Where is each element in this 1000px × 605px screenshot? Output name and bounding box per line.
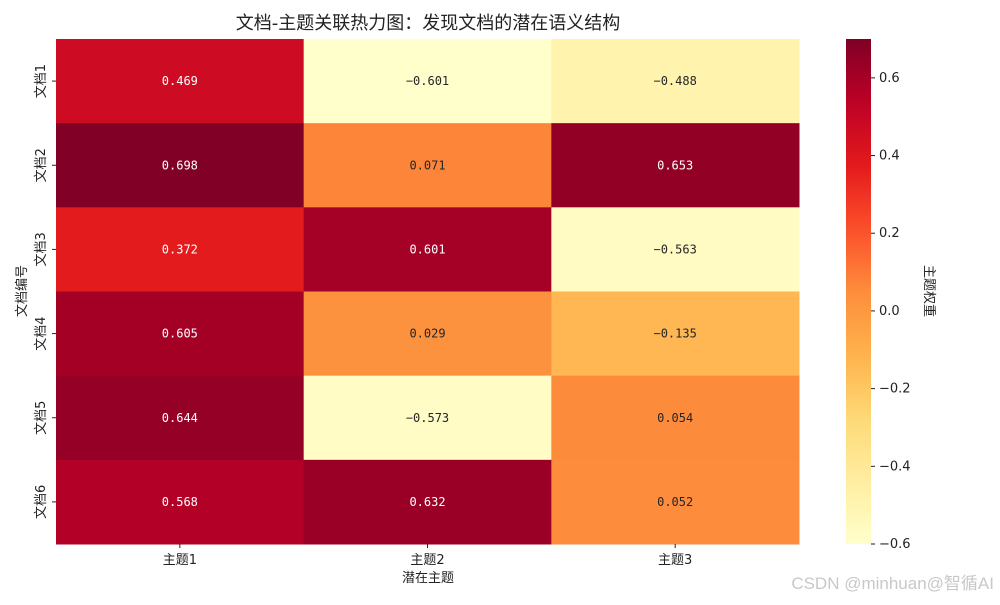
heatmap-cell: [56, 123, 305, 208]
cell-value-label: 0.698: [162, 158, 198, 172]
heatmap-cell: [551, 291, 800, 377]
chart-title: 文档-主题关联热力图：发现文档的潜在语义结构: [236, 13, 621, 34]
heatmap-cell: [551, 207, 800, 292]
cell-value-label: 0.644: [162, 411, 198, 425]
y-tick-labels: 文档1 文档2 文档3 文档4 文档5 文档6: [34, 64, 56, 519]
colorbar-tick-label: 0.4: [879, 149, 900, 164]
heatmap-cell: [56, 39, 305, 124]
cell-value-label: 0.372: [162, 242, 198, 256]
cell-value-label: −0.563: [653, 242, 696, 256]
colorbar-tick-label: 0.6: [879, 71, 900, 86]
heatmap-cell: [56, 459, 305, 545]
cell-value-label: 0.568: [162, 495, 198, 509]
y-tick-label: 文档4: [34, 316, 49, 350]
heatmap-cell: [551, 459, 800, 545]
cell-value-label: 0.071: [409, 158, 445, 172]
heatmap-cell: [56, 375, 305, 461]
heatmap-cell: [551, 39, 800, 124]
colorbar-ticks: −0.6 −0.4 −0.2 0.0 0.2 0.4 0.6: [871, 71, 911, 552]
colorbar: [846, 39, 871, 544]
cell-value-label: 0.052: [657, 495, 693, 509]
heatmap-cell: [303, 39, 552, 124]
cell-value-label: 0.601: [409, 242, 445, 256]
cell-value-label: 0.653: [657, 158, 693, 172]
cell-value-label: 0.632: [409, 495, 445, 509]
cell-value-label: −0.573: [406, 411, 449, 425]
cell-value-label: 0.054: [657, 411, 693, 425]
colorbar-tick-label: 0.0: [879, 304, 900, 319]
colorbar-label: 主题权重: [921, 265, 937, 317]
x-tick-label: 主题3: [658, 553, 692, 568]
colorbar-tick-label: −0.6: [879, 537, 911, 552]
watermark: CSDN @minhuan@智循AI: [791, 574, 994, 593]
cell-value-labels: 0.469 −0.601 −0.488 0.698 0.071 0.653 0.372 0.6…: [162, 74, 697, 509]
x-tick-labels: 主题1 主题2 主题3: [163, 544, 692, 568]
heatmap-cells: [56, 39, 800, 545]
colorbar-tick-label: 0.2: [879, 226, 900, 241]
colorbar-tick-label: −0.2: [879, 382, 911, 397]
heatmap-cell: [303, 459, 552, 545]
heatmap-cell: [303, 123, 552, 208]
y-tick-label: 文档5: [34, 401, 49, 435]
heatmap-cell: [551, 375, 800, 461]
cell-value-label: 0.605: [162, 327, 198, 341]
heatmap-cell: [303, 291, 552, 377]
y-tick-label: 文档1: [34, 64, 49, 98]
x-tick-label: 主题2: [410, 553, 444, 568]
cell-value-label: 0.029: [409, 327, 445, 341]
cell-value-label: 0.469: [162, 74, 198, 88]
y-tick-label: 文档3: [34, 232, 49, 266]
heatmap-cell: [56, 207, 305, 292]
heatmap-cell: [303, 207, 552, 292]
x-tick-label: 主题1: [163, 553, 197, 568]
heatmap-cell: [303, 375, 552, 461]
y-tick-label: 文档6: [34, 485, 49, 519]
x-axis-label: 潜在主题: [402, 571, 454, 586]
heatmap-cell: [551, 123, 800, 208]
y-axis-label: 文档编号: [15, 265, 30, 317]
colorbar-tick-label: −0.4: [879, 459, 911, 474]
cell-value-label: −0.601: [406, 74, 449, 88]
y-tick-label: 文档2: [34, 148, 49, 182]
heatmap-cell: [56, 291, 305, 377]
cell-value-label: −0.488: [653, 74, 696, 88]
cell-value-label: −0.135: [653, 327, 696, 341]
